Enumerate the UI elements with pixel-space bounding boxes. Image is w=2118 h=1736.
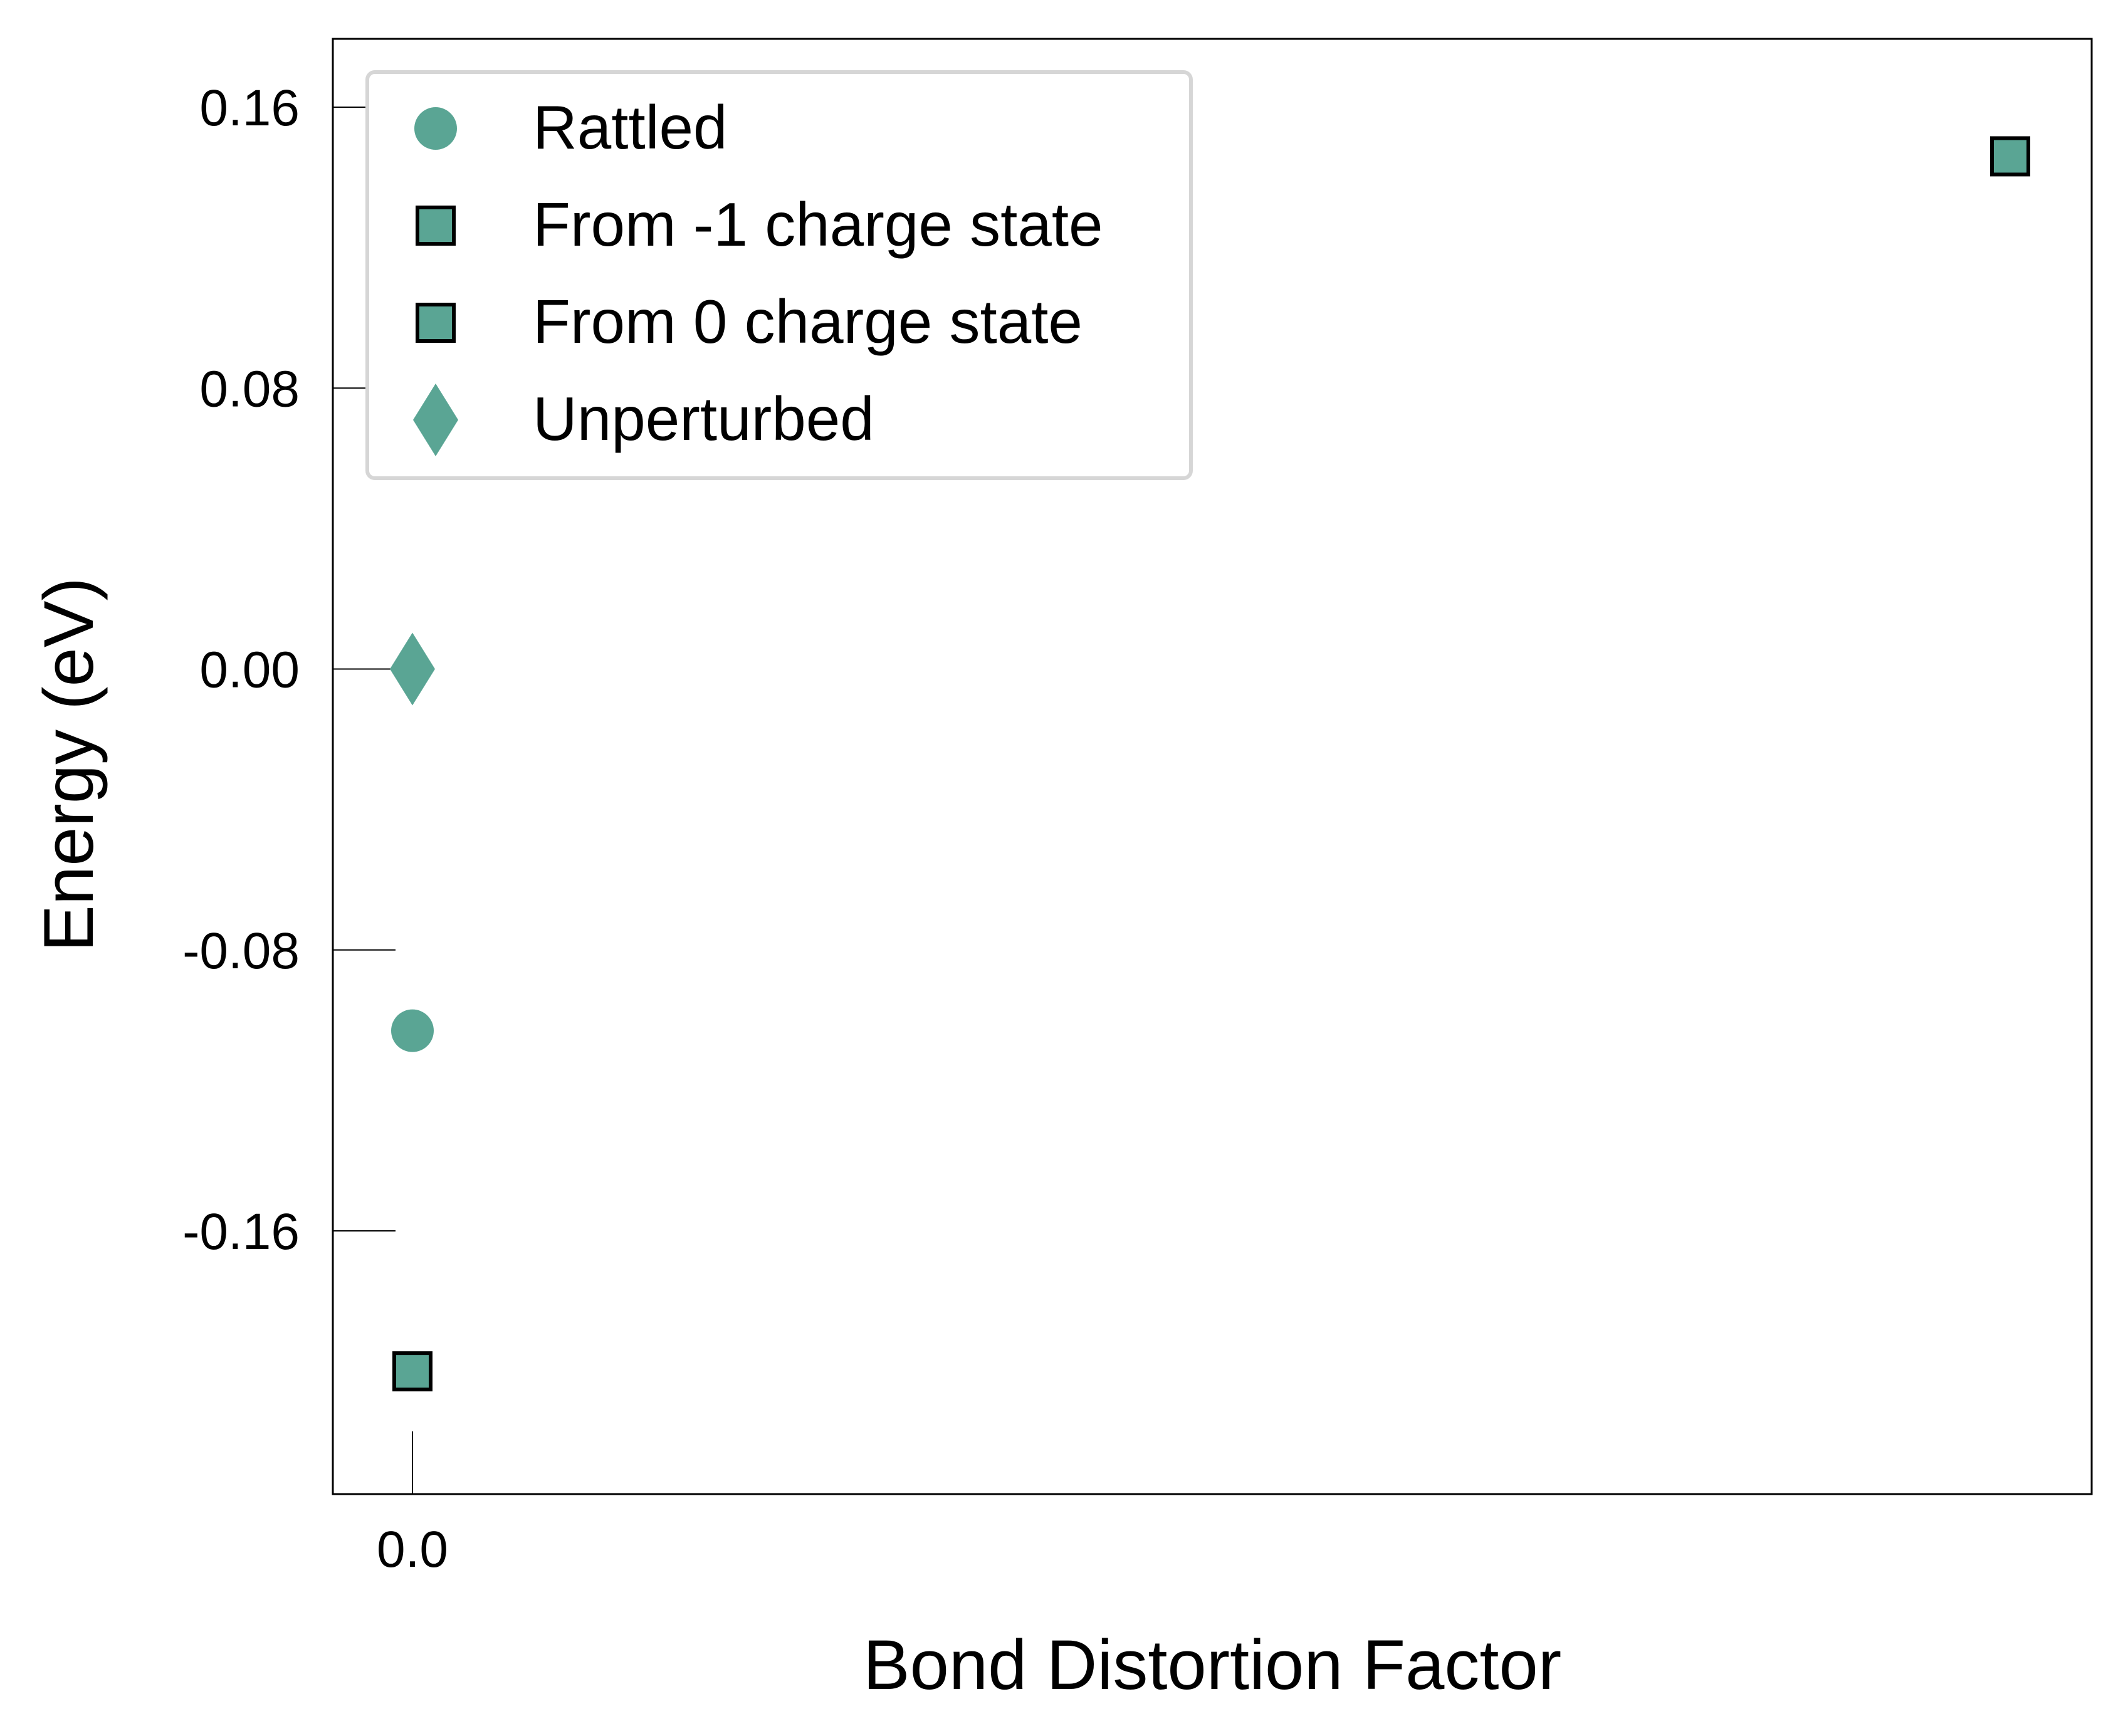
y-tick-label: 0.00 <box>199 642 300 699</box>
legend-label: From -1 charge state <box>533 190 1103 259</box>
legend-label: Rattled <box>533 93 728 162</box>
plot-frame <box>332 38 2093 1495</box>
data-point-unperturbed <box>390 632 435 706</box>
y-tick-label: 0.16 <box>199 80 300 137</box>
legend-marker <box>413 384 458 456</box>
y-tick-label: -0.08 <box>182 923 300 980</box>
legend-marker <box>414 107 457 150</box>
data-point-rattled <box>391 1009 434 1052</box>
x-tick-label: 0.0 <box>377 1521 448 1578</box>
y-tick-label: 0.08 <box>199 360 300 417</box>
legend-marker <box>416 206 456 246</box>
legend-marker <box>416 303 456 343</box>
legend-label: Unperturbed <box>533 384 874 453</box>
data-point-from-1-charge-state <box>1990 136 2030 177</box>
legend-box <box>365 70 1193 480</box>
data-point-from-0-charge-state <box>392 1351 433 1392</box>
legend-label: From 0 charge state <box>533 287 1083 356</box>
y-tick-label: -0.16 <box>182 1203 300 1260</box>
y-axis-label: Energy (eV) <box>29 577 108 952</box>
x-axis-label: Bond Distortion Factor <box>863 1626 1561 1704</box>
